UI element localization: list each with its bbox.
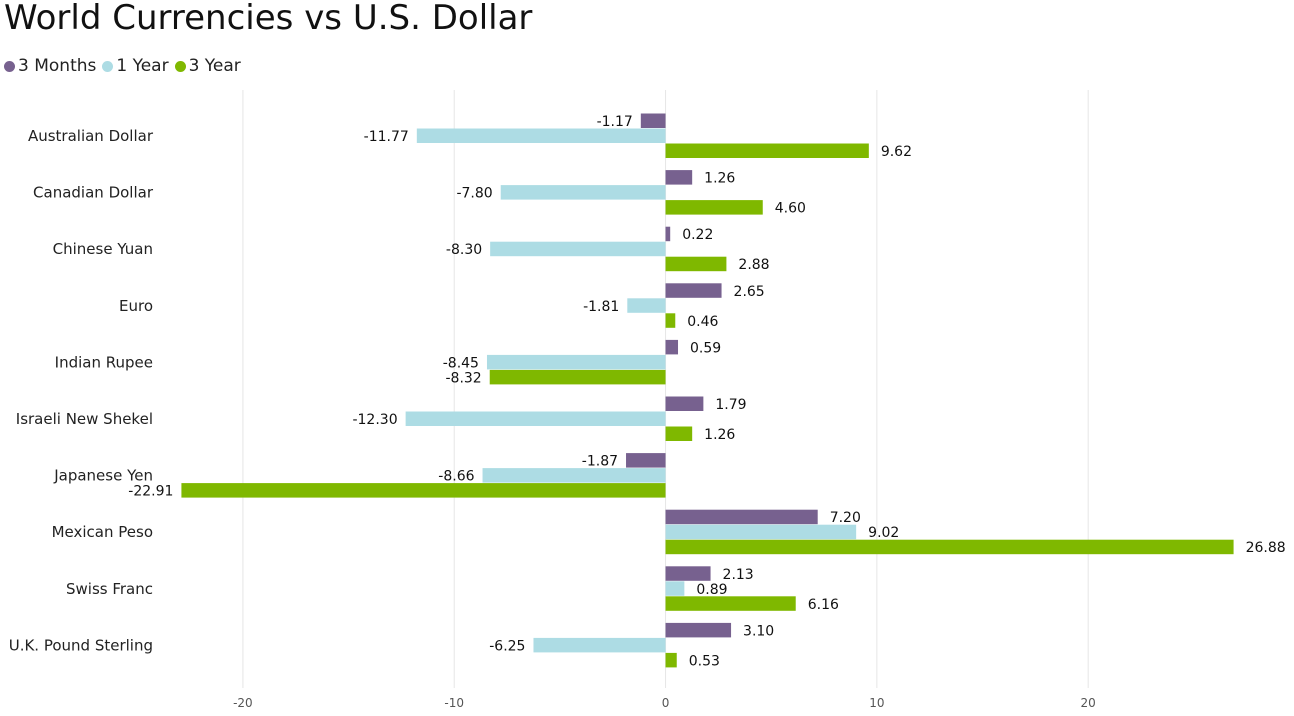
legend-label-3-year: 3 Year (188, 56, 241, 76)
x-tick-label: 0 (662, 696, 670, 710)
legend-swatch-3-months (4, 60, 15, 72)
bar-1-year (533, 637, 666, 653)
data-label: -1.81 (583, 299, 619, 315)
data-label: 26.88 (1246, 540, 1286, 556)
bar-1-year (500, 185, 666, 200)
bar-3-year (665, 313, 676, 328)
category-label: U.K. Pound Sterling (9, 636, 153, 654)
legend-item-3-year[interactable]: 3 Year (174, 56, 241, 76)
data-label: 2.88 (738, 257, 769, 273)
bar-1-year (490, 241, 666, 257)
data-label: 0.89 (696, 582, 727, 598)
bar-1-year (665, 581, 685, 596)
bar-1-year (665, 524, 857, 540)
bar-3-year (665, 256, 727, 272)
category-label: Chinese Yuan (53, 240, 153, 258)
bar-3-months (665, 566, 711, 581)
data-label: -8.32 (445, 370, 481, 386)
bar-3-year (665, 596, 796, 611)
data-label: 1.26 (704, 427, 735, 443)
data-label: 2.65 (734, 284, 765, 300)
bar-3-months (626, 453, 666, 468)
data-label: 1.26 (704, 171, 735, 187)
data-label: 9.62 (881, 144, 912, 160)
bar-3-months (640, 113, 666, 128)
data-label: -8.30 (446, 242, 482, 258)
x-tick-label: -20 (233, 696, 253, 710)
data-label: 3.10 (743, 623, 774, 639)
category-label: Mexican Peso (52, 523, 153, 541)
bar-3-year (665, 652, 677, 668)
data-label: 0.46 (687, 314, 718, 330)
x-tick-label: -10 (444, 696, 464, 710)
data-label: -7.80 (456, 186, 492, 202)
legend-swatch-3-year (174, 60, 186, 72)
category-label: Israeli New Shekel (16, 410, 153, 428)
data-label: 0.53 (689, 653, 720, 669)
data-label: -22.91 (128, 484, 173, 500)
bar-3-months (665, 396, 704, 411)
data-label: -6.25 (489, 638, 525, 654)
data-label: -1.17 (597, 114, 633, 130)
bar-3-year (665, 200, 763, 215)
legend: 3 Months 1 Year 3 Year (4, 54, 247, 78)
bar-3-year (489, 369, 666, 385)
bar-1-year (405, 411, 666, 426)
legend-label-3-months: 3 Months (18, 56, 97, 76)
bar-3-months (665, 170, 693, 185)
data-label: 0.59 (690, 340, 721, 356)
category-label: Indian Rupee (55, 353, 153, 371)
bar-3-year (665, 426, 693, 441)
x-tick-label: 20 (1081, 696, 1096, 710)
data-label: 4.60 (775, 201, 806, 217)
data-label: -11.77 (364, 129, 409, 145)
data-label: 9.02 (868, 525, 899, 541)
bar-1-year (627, 298, 666, 313)
bar-1-year (486, 354, 666, 370)
x-tick-label: 10 (869, 696, 884, 710)
data-label: -1.87 (582, 454, 618, 470)
bar-1-year (482, 468, 666, 483)
data-label: 2.13 (723, 567, 754, 583)
category-label: Euro (119, 297, 153, 315)
legend-item-1-year[interactable]: 1 Year (102, 56, 169, 76)
data-label: 1.79 (715, 397, 746, 413)
legend-label-1-year: 1 Year (116, 56, 169, 76)
bar-3-months (665, 622, 732, 638)
bar-3-year (181, 483, 666, 498)
data-label: -8.66 (438, 469, 474, 485)
category-label: Japanese Yen (53, 467, 153, 485)
data-label: -8.45 (443, 355, 479, 371)
bar-3-months (665, 339, 679, 355)
category-label: Canadian Dollar (33, 184, 154, 202)
bar-3-months (665, 283, 722, 298)
bar-1-year (416, 128, 666, 143)
bar-3-months (665, 226, 671, 242)
data-label: 7.20 (830, 510, 861, 526)
category-label: Swiss Franc (66, 580, 153, 598)
bar-3-year (665, 539, 1234, 555)
chart-title: World Currencies vs U.S. Dollar (4, 0, 533, 38)
bar-3-year (665, 143, 869, 158)
legend-swatch-1-year (102, 60, 114, 72)
data-label: 6.16 (808, 597, 839, 613)
category-label: Australian Dollar (28, 127, 154, 145)
legend-item-3-months[interactable]: 3 Months (4, 56, 96, 76)
data-label: -12.30 (352, 412, 397, 428)
data-label: 0.22 (682, 227, 713, 243)
bar-3-months (665, 509, 818, 525)
